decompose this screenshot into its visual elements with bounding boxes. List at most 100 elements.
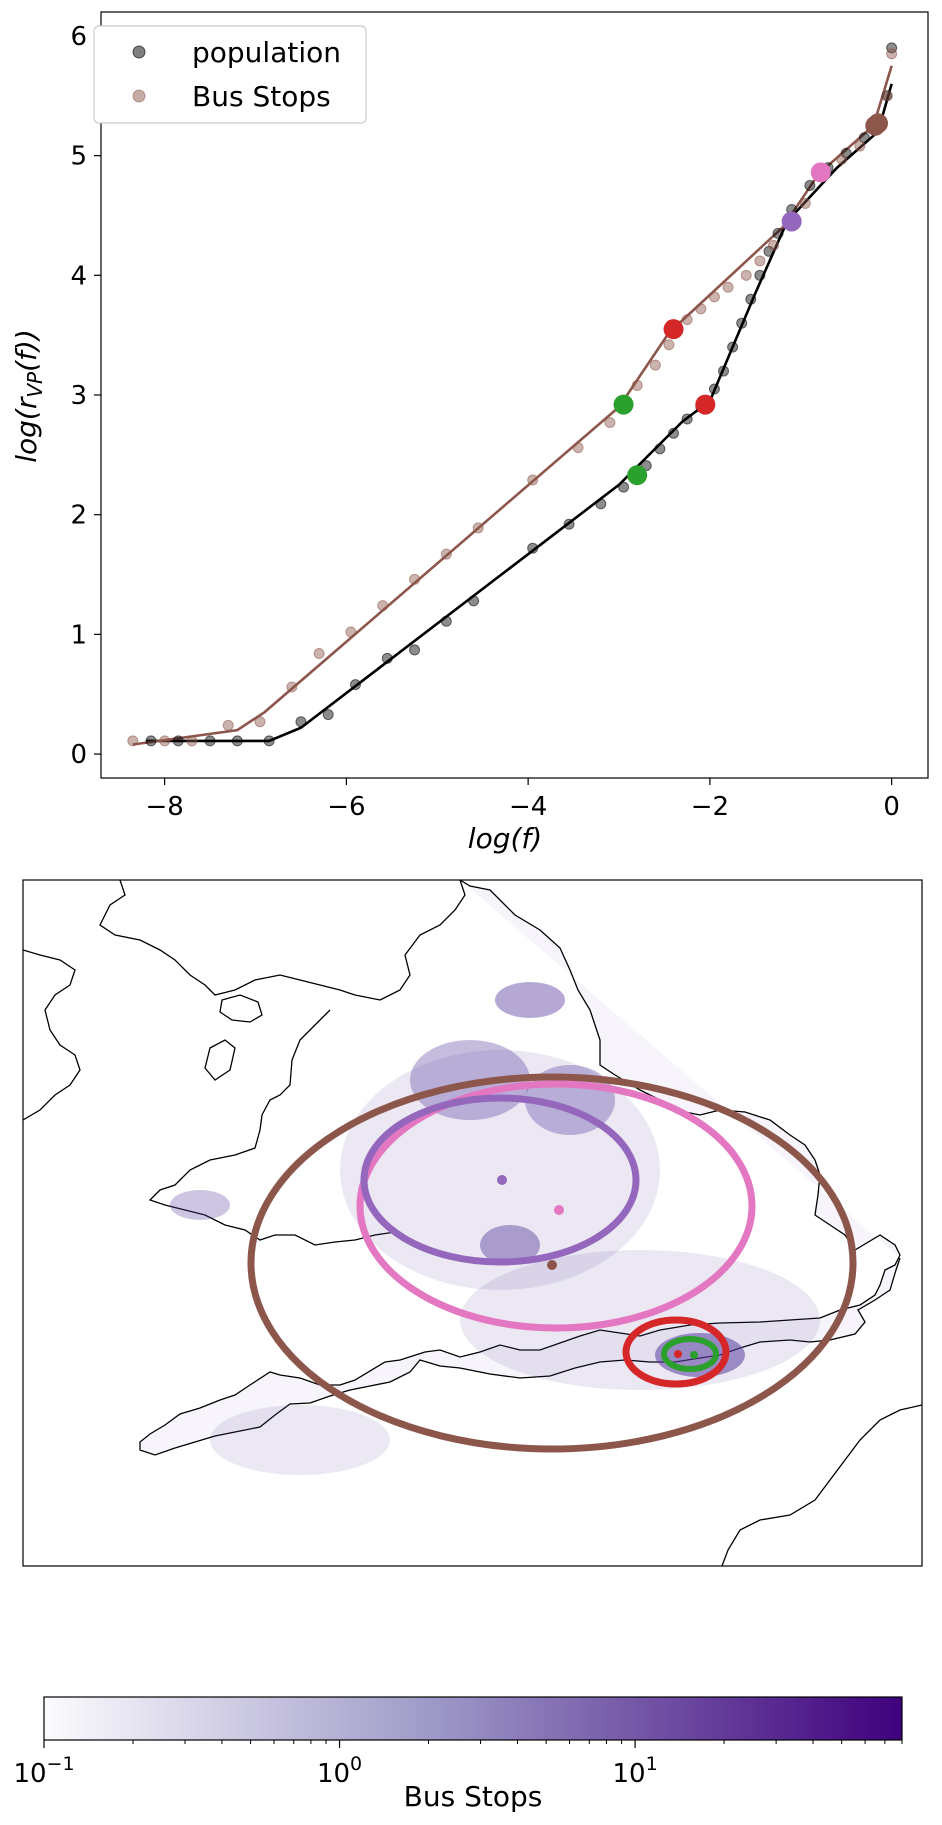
point-bus-stops [572,442,584,454]
marker-population [695,394,716,415]
coastline-ireland [23,949,81,1121]
legend: population Bus Stops [93,25,367,124]
point-bus-stops [440,548,452,560]
marker-bus-stops [613,394,634,415]
point-bus-stops [313,648,325,660]
coastline-continent [721,1404,922,1566]
point-bus-stops [527,474,539,486]
point-population [654,443,666,455]
point-bus-stops [472,522,484,534]
point-population [468,595,480,607]
colorbar: 10−1 100 101 Bus Stops [13,1696,903,1813]
center-green [690,1351,698,1359]
center-red [674,1350,682,1358]
marker-population [627,465,648,486]
colorbar-tick-label: 100 [317,1753,362,1789]
point-population [804,180,816,192]
y-tick-label: 1 [70,620,87,650]
point-bus-stops [409,573,421,585]
colorbar-tick-label: 10−1 [13,1753,74,1789]
radius-circle-green [661,1336,719,1372]
highlight-markers [613,113,889,486]
point-population [204,735,216,747]
point-population [409,644,421,656]
y-axis-label-sub: VP [23,371,47,398]
point-bus-stops [186,735,198,747]
point-bus-stops [836,153,848,165]
coastline-anglesey [219,994,263,1023]
density-cluster [460,1250,820,1390]
point-bus-stops [631,379,643,391]
legend-box [93,25,367,124]
point-population [736,317,748,329]
point-bus-stops [722,281,734,293]
point-bus-stops [881,90,893,102]
point-population [618,481,630,493]
radius-circle-purple [360,1094,640,1266]
axis-ticks: −8 −6 −4 −2 0 0 1 2 3 4 5 6 [70,22,899,822]
legend-marker-population [132,45,146,59]
point-population [563,518,575,530]
colorbar-gradient [43,1696,903,1741]
plot-frame [100,11,929,779]
coastline-england [139,880,901,1456]
point-bus-stops [854,140,866,152]
point-bus-stops [377,600,389,612]
x-tick-label: −8 [145,792,183,822]
x-tick-label: 0 [883,792,900,822]
point-population [595,498,607,510]
radius-circle-pink [356,1080,756,1332]
point-population [172,735,184,747]
legend-label-bus-stops: Bus Stops [192,80,331,113]
x-axis-label: log(f) [468,822,542,855]
point-bus-stops [127,735,139,747]
density-cluster [480,1225,540,1265]
marker-bus-stops [810,162,831,183]
center-pink [554,1205,564,1215]
point-population [263,735,275,747]
y-tick-label: 3 [70,381,87,411]
point-population [681,413,693,425]
point-bus-stops [695,303,707,315]
marker-bus-stops [868,113,889,134]
point-bus-stops [886,48,898,60]
coastline-wales [148,1009,396,1246]
colorbar-tick-label: 101 [613,1753,658,1789]
point-population [349,679,361,691]
point-bus-stops [681,314,693,326]
point-bus-stops [286,681,298,693]
x-tick-label: −4 [509,792,547,822]
y-tick-label: 6 [70,22,87,52]
data-points [127,42,898,747]
center-brown [547,1260,557,1270]
point-population [745,293,757,305]
point-population [886,42,898,54]
point-population [718,365,730,377]
point-population [754,269,766,281]
y-tick-label: 5 [70,142,87,172]
legend-label-population: population [192,36,341,69]
point-population [322,709,334,721]
legend-marker-bus-stops [132,89,146,103]
bus-stop-map [22,879,923,1567]
map-frame [22,879,923,1567]
marker-bus-stops [663,319,684,340]
point-population [231,735,243,747]
radius-circle-red [622,1316,730,1388]
y-tick-label: 0 [70,740,87,770]
point-bus-stops [663,339,675,351]
coastline-isle-of-man [204,1039,236,1081]
x-tick-label: −2 [691,792,729,822]
density-cluster [170,1190,230,1220]
point-bus-stops [740,269,752,281]
point-bus-stops [649,359,661,371]
point-population [440,615,452,627]
point-bus-stops [754,255,766,267]
point-population [858,132,870,144]
point-population [668,427,680,439]
point-population [727,341,739,353]
x-tick-label: −6 [327,792,365,822]
y-axis-label-base: log(r [10,396,43,463]
colorbar-label: Bus Stops [404,1780,543,1813]
